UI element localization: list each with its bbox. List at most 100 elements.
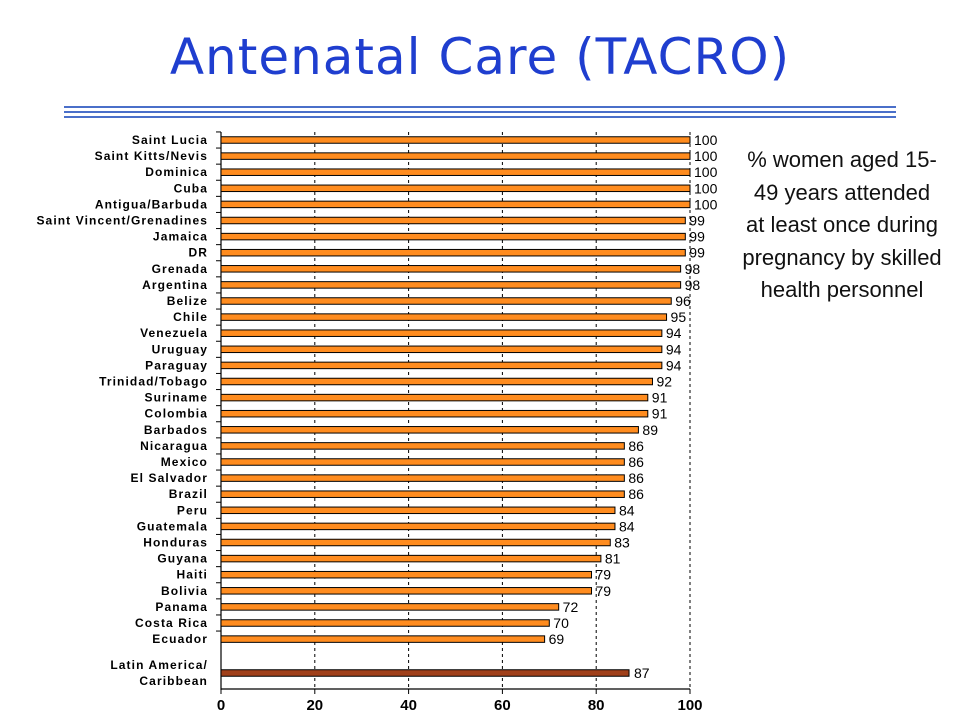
bar (220, 619, 550, 627)
data-label: 98 (685, 277, 701, 293)
bar (220, 458, 625, 466)
bar (220, 265, 682, 273)
data-label: 84 (619, 518, 635, 534)
bar (220, 281, 682, 289)
bar (220, 313, 668, 321)
data-label: 99 (689, 213, 705, 229)
data-label: 69 (549, 631, 565, 647)
category-label: Belize (167, 294, 208, 308)
data-label: 99 (689, 245, 705, 261)
category-label: Nicaragua (140, 439, 208, 453)
bar (220, 506, 616, 515)
aggregate-bar (220, 669, 630, 677)
category-label: Venezuela (140, 326, 208, 340)
data-label: 94 (666, 325, 682, 341)
slide-title: Antenatal Care (TACRO) (169, 28, 791, 86)
category-label: Paraguay (145, 358, 208, 372)
bar (220, 152, 691, 160)
data-label: 100 (694, 132, 718, 148)
category-label: Argentina (142, 278, 208, 292)
category-label: Saint Lucia (132, 133, 208, 147)
data-label: 79 (596, 583, 612, 599)
aggregate-data-label: 87 (634, 665, 650, 681)
data-label: 96 (675, 293, 691, 309)
bar (220, 554, 602, 563)
bar (220, 522, 616, 531)
bar (220, 200, 691, 209)
x-tick-label: 40 (400, 697, 417, 714)
category-label: Colombia (145, 407, 208, 421)
category-label: El Salvador (131, 471, 208, 485)
x-tick-label: 20 (306, 697, 323, 714)
category-label: Bolivia (161, 584, 208, 598)
data-label: 86 (628, 470, 644, 486)
category-label: Jamaica (153, 230, 208, 244)
x-tick-label: 60 (494, 697, 511, 714)
bar (220, 570, 593, 579)
category-label: Panama (155, 600, 208, 614)
bar (220, 329, 663, 337)
bar (220, 345, 663, 354)
bar (220, 635, 546, 643)
bar (220, 361, 663, 370)
category-label: Saint Kitts/Nevis (95, 149, 208, 163)
bar (220, 603, 560, 611)
title-rule-middle (64, 111, 896, 113)
data-label: 100 (694, 196, 718, 212)
data-label: 86 (628, 438, 644, 454)
data-label: 91 (652, 390, 668, 406)
bar (220, 248, 686, 257)
bar (220, 474, 625, 482)
data-label: 100 (694, 180, 718, 196)
bar (220, 297, 672, 305)
data-label: 94 (666, 357, 682, 373)
bar (220, 409, 649, 418)
category-label: Guatemala (137, 519, 208, 533)
data-label: 81 (605, 551, 621, 567)
category-label: Costa Rica (135, 616, 208, 630)
bar (220, 426, 639, 434)
data-label: 86 (628, 454, 644, 470)
data-label: 100 (694, 148, 718, 164)
category-label: Antigua/Barbuda (95, 197, 208, 211)
data-label: 70 (553, 615, 569, 631)
bar (220, 490, 625, 498)
category-label: Ecuador (152, 632, 208, 646)
title-rule-bottom (64, 116, 896, 118)
data-label: 86 (628, 486, 644, 502)
category-label: Dominica (145, 165, 208, 179)
category-label: Brazil (169, 487, 208, 501)
data-label: 91 (652, 406, 668, 422)
bar (220, 216, 686, 225)
data-label: 94 (666, 341, 682, 357)
category-label: Chile (173, 310, 208, 324)
data-label: 89 (642, 422, 658, 438)
bar (220, 442, 625, 450)
aggregate-label: Latin America/ (110, 658, 208, 672)
category-label: Uruguay (152, 342, 208, 356)
bar (220, 538, 611, 547)
data-label: 72 (563, 599, 579, 615)
title-rule-top (64, 106, 896, 108)
chart-note: % women aged 15-49 years attended at lea… (742, 147, 942, 302)
category-label: Grenada (152, 262, 208, 276)
bar (220, 232, 686, 241)
bar (220, 393, 649, 402)
bar (220, 168, 691, 176)
x-tick-label: 0 (217, 697, 225, 714)
bar (220, 184, 691, 193)
bar (220, 587, 593, 595)
bar (220, 377, 653, 386)
data-label: 98 (685, 261, 701, 277)
category-label: Cuba (174, 181, 208, 195)
data-label: 79 (596, 567, 612, 583)
category-label: Barbados (144, 423, 208, 437)
data-label: 83 (614, 535, 630, 551)
x-tick-label: 100 (677, 697, 702, 714)
category-label: Suriname (145, 391, 209, 405)
data-label: 100 (694, 164, 718, 180)
category-label: Guyana (157, 552, 208, 566)
category-label: Haiti (176, 568, 208, 582)
category-label: Saint Vincent/Grenadines (36, 214, 208, 228)
